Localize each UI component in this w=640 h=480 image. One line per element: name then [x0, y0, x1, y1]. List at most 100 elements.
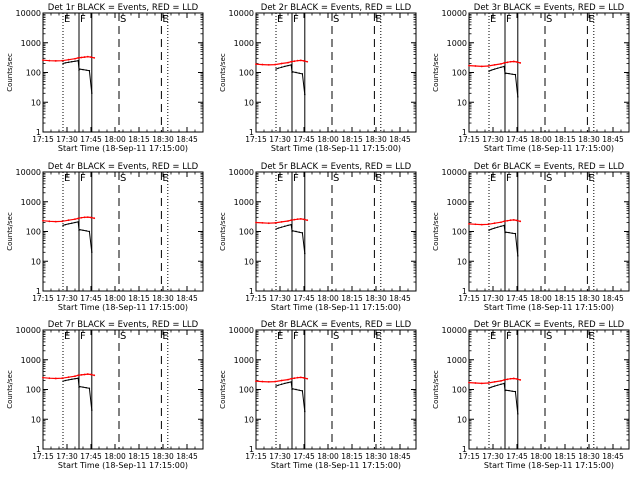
panel-2-events-point-2	[280, 66, 283, 68]
panel-5-marker-letter-4: E	[375, 173, 381, 184]
panel-4-events-point-3	[71, 222, 73, 224]
panel-7-lld-point-2	[54, 377, 57, 380]
panel-7-events-point-10	[88, 387, 91, 389]
panel-3-xtick-label-4: 18:15	[554, 135, 576, 144]
panel-1-events-point-0	[62, 62, 64, 65]
panel-9-xtick-label-3: 18:00	[530, 452, 552, 461]
panel-9-lld-point-2	[480, 382, 483, 385]
panel-4-marker-letter-4: E	[162, 173, 168, 184]
panel-3-events-point-5	[503, 65, 505, 68]
panel-6-xtick-label-3: 18:00	[530, 294, 552, 303]
panel-8-events-series	[275, 381, 306, 412]
panel-1-xtick-label-6: 18:45	[176, 135, 198, 144]
panel-6-axes-frame	[468, 171, 630, 292]
panel-7-title: Det 7r BLACK = Events, RED = LLD	[48, 320, 199, 330]
panel-9-lld-point-1	[474, 382, 477, 384]
panel-6-marker-letter-1: F	[506, 173, 512, 184]
panel-7-marker-letter-0: E	[64, 331, 70, 342]
panel-6-marker-letter-0: E	[490, 173, 496, 184]
panel-3-xtick-label-6: 18:45	[602, 135, 624, 144]
panel-8-events-point-8	[295, 388, 297, 391]
panel-1-events-point-8	[82, 68, 84, 71]
panel-3-xtick-label-0: 17:15	[458, 135, 480, 144]
panel-4-ytick-label-4: 10000	[16, 168, 41, 177]
panel-3-lld-point-0	[468, 64, 470, 67]
panel-9-events-point-3	[497, 384, 499, 386]
panel-8-lld-point-1	[261, 380, 264, 383]
panel-4-title: Det 4r BLACK = Events, RED = LLD	[48, 162, 199, 172]
panel-7-ytick-label-0: 1	[36, 445, 41, 454]
panel-4-lld-point-4	[67, 219, 70, 222]
panel-3-xtick-label-2: 17:45	[506, 135, 528, 144]
panel-3-ylabel: Counts/sec	[432, 53, 440, 92]
panel-9-events-point-2	[493, 385, 496, 387]
panel-6-lld-point-1	[474, 223, 477, 226]
panel-7-lld-point-3	[61, 377, 64, 380]
panel-4-marker-letter-0: E	[64, 173, 70, 184]
panel-5-xtick-label-3: 18:00	[317, 294, 339, 303]
panel-5-ytick-label-4: 10000	[229, 168, 254, 177]
panel-7-axes-frame	[42, 329, 204, 450]
panel-5-ytick-label-0: 1	[249, 287, 254, 296]
panel-5-events-point-3	[284, 225, 286, 227]
panel-8-ylabel: Counts/sec	[219, 370, 227, 409]
panel-2-events-point-11	[304, 93, 306, 96]
panel-2-lld-point-6	[290, 60, 293, 63]
panel-4-lld-point-8	[83, 216, 86, 219]
panel-1-lld-point-4	[67, 58, 70, 61]
panel-6-xtick-label-5: 18:30	[578, 294, 600, 303]
panel-9-ytick-label-2: 100	[452, 386, 467, 395]
panel-7-xtick-label-5: 18:30	[152, 452, 174, 461]
panel-8-xtick-label-4: 18:15	[341, 452, 363, 461]
panel-3-lld-point-5	[500, 62, 502, 65]
panel-4-lld-point-7	[80, 216, 83, 219]
panel-6-marker-letter-4: E	[588, 173, 594, 184]
panel-9-marker-letter-3: S	[546, 331, 552, 342]
panel-5-events-point-5	[290, 223, 292, 226]
panel-8-axes-frame	[255, 329, 417, 450]
panel-4-ytick-label-0: 1	[36, 287, 41, 296]
panel-8-lld-point-5	[287, 378, 289, 381]
panel-1-lld-point-8	[83, 56, 86, 58]
panel-4-xtick-label-5: 18:30	[152, 294, 174, 303]
panel-5-ytick-label-3: 1000	[234, 198, 254, 207]
panel-4-ylabel: Counts/sec	[6, 212, 14, 251]
panel-3: Det 3r BLACK = Events, RED = LLD 1 10 100 10…	[432, 3, 630, 153]
panel-6-xtick-label-6: 18:45	[602, 294, 624, 303]
panel-7-ytick-label-1: 10	[31, 415, 41, 424]
panel-2-lld-point-0	[255, 63, 257, 66]
panel-7-ylabel: Counts/sec	[6, 370, 14, 409]
panel-2-events-series	[275, 64, 306, 95]
panel-1-xtick-label-1: 17:30	[56, 135, 78, 144]
panel-9-xtick-label-4: 18:15	[554, 452, 576, 461]
panel-1-events-point-2	[67, 61, 70, 64]
panel-4-lld-point-11	[93, 217, 96, 220]
panel-9-xlabel: Start Time (18-Sep-11 17:15:00)	[484, 461, 614, 470]
panel-4-events-point-4	[74, 221, 76, 224]
panel-9-ytick-label-3: 1000	[447, 356, 467, 365]
panel-8-ytick-label-1: 10	[244, 415, 254, 424]
panel-4-lld-point-1	[48, 220, 51, 223]
panel-8-lld-point-11	[306, 377, 309, 380]
panel-2-lld-point-2	[267, 64, 270, 66]
panel-5-lld-point-6	[290, 219, 293, 222]
panel-6-lld-point-7	[506, 219, 509, 222]
panel-6-xtick-label-1: 17:30	[482, 294, 504, 303]
panel-9-events-point-11	[517, 413, 519, 415]
panel-6-lld-point-2	[480, 223, 483, 226]
panel-1-lld-point-5	[74, 57, 76, 60]
panel-4-events-point-0	[62, 224, 64, 227]
panel-6: Det 6r BLACK = Events, RED = LLD 1 10 100 10…	[432, 162, 630, 312]
panel-3-events-point-1	[490, 69, 493, 71]
panel-7-ytick-label-2: 100	[26, 386, 41, 395]
panel-8-ytick-label-3: 1000	[234, 356, 254, 365]
panel-9-xtick-label-6: 18:45	[602, 452, 624, 461]
panel-6-events-point-1	[490, 228, 493, 230]
panel-9-ylabel: Counts/sec	[432, 370, 440, 409]
panel-2-xtick-label-4: 18:15	[341, 135, 363, 144]
panel-5-events-point-10	[301, 232, 304, 234]
panel-2-ytick-label-1: 10	[244, 98, 254, 107]
panel-6-xtick-label-0: 17:15	[458, 294, 480, 303]
panel-7-lld-point-4	[67, 376, 70, 379]
panel-3-events-point-3	[497, 67, 499, 69]
